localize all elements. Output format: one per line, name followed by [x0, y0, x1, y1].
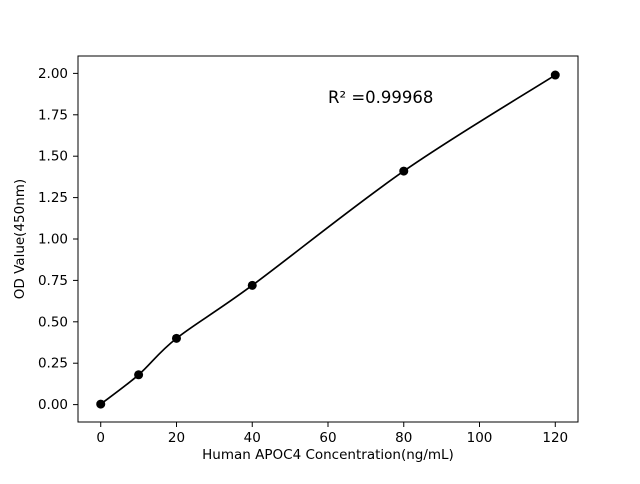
x-tick-label: 40 [244, 430, 261, 446]
y-tick-label: 0.75 [38, 273, 68, 289]
y-tick-label: 1.00 [38, 232, 68, 248]
y-tick-label: 1.50 [38, 149, 68, 165]
y-tick-label: 0.00 [38, 397, 68, 413]
plot-frame [77, 55, 579, 423]
y-tick-label: 1.25 [38, 190, 68, 206]
data-point [171, 333, 181, 343]
x-tick-label: 120 [542, 430, 568, 446]
r-squared-annotation: R² =0.99968 [328, 88, 433, 107]
data-point [96, 399, 106, 409]
y-tick-label: 0.25 [38, 356, 68, 372]
x-axis-label: Human APOC4 Concentration(ng/mL) [202, 447, 454, 463]
y-tick-label: 1.75 [38, 107, 68, 123]
x-tick-label: 60 [319, 430, 336, 446]
y-axis-label: OD Value(450nm) [12, 179, 28, 299]
data-point [134, 370, 144, 380]
x-tick-label: 80 [395, 430, 412, 446]
y-tick-label: 2.00 [38, 66, 68, 82]
x-tick-label: 20 [168, 430, 185, 446]
data-point [399, 166, 409, 176]
y-tick-label: 0.50 [38, 314, 68, 330]
x-tick-label: 0 [96, 430, 105, 446]
x-tick-label: 100 [467, 430, 493, 446]
data-point [550, 70, 560, 80]
data-point [247, 280, 257, 290]
